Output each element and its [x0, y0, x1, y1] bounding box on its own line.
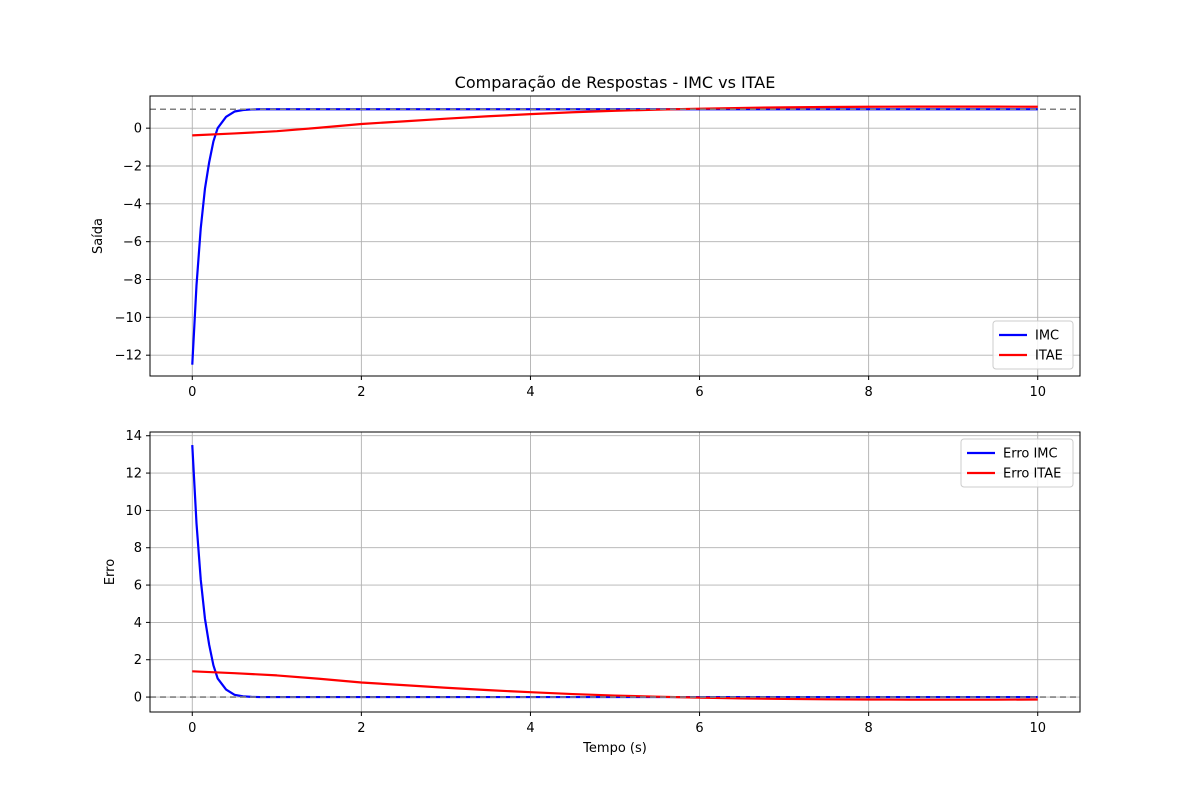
- bottom-y-axis-label: Erro: [103, 559, 118, 585]
- top-series-line-1: [192, 105, 1038, 137]
- top-x-tick-label: 8: [864, 385, 872, 400]
- bottom-y-tick-label: 10: [125, 504, 142, 519]
- top-y-tick-label: −4: [123, 197, 142, 212]
- top-x-tick-label: 0: [188, 385, 196, 400]
- bottom-x-tick-label: 10: [1029, 721, 1046, 736]
- top-legend: IMC ITAE: [992, 320, 1074, 370]
- top-y-tick-label: −8: [123, 273, 142, 288]
- top-y-tick-label: −2: [123, 160, 142, 175]
- bottom-x-tick-label: 2: [357, 721, 365, 736]
- top-axes-frame: [149, 95, 1081, 377]
- top-x-tick-label: 6: [695, 385, 703, 400]
- bottom-legend: Erro IMC Erro ITAE: [960, 438, 1074, 488]
- top-legend-label-0: IMC: [1035, 329, 1059, 344]
- bottom-y-tick-label: 4: [134, 616, 142, 631]
- top-y-axis-label: Saída: [91, 218, 106, 254]
- top-y-tick-label: −10: [115, 311, 142, 326]
- bottom-subplot: 0 2 4 6 8 10 0 2 4 6 8 10 12 14 Erro IMC Erro ITAE: [125, 429, 1081, 736]
- bottom-x-tick-label: 4: [526, 721, 534, 736]
- bottom-legend-label-0: Erro IMC: [1003, 447, 1058, 462]
- bottom-y-tick-label: 2: [134, 653, 142, 668]
- top-legend-label-1: ITAE: [1035, 349, 1063, 364]
- top-x-tick-label: 4: [526, 385, 534, 400]
- bottom-x-tick-label: 6: [695, 721, 703, 736]
- bottom-series-line-1: [192, 670, 1038, 701]
- bottom-y-tick-label: 14: [125, 429, 142, 444]
- bottom-y-tick-label: 12: [125, 467, 142, 482]
- bottom-legend-label-1: Erro ITAE: [1003, 467, 1061, 482]
- bottom-x-tick-label: 0: [188, 721, 196, 736]
- top-y-tick-label: −12: [115, 349, 142, 364]
- bottom-axes-frame: [149, 431, 1081, 713]
- chart-title: Comparação de Respostas - IMC vs ITAE: [455, 73, 776, 92]
- x-axis-label: Tempo (s): [582, 741, 647, 756]
- bottom-y-tick-label: 0: [134, 691, 142, 706]
- bottom-y-tick-label: 6: [134, 579, 142, 594]
- bottom-legend-box: [960, 438, 1074, 488]
- top-legend-box: [992, 320, 1074, 370]
- bottom-x-tick-label: 8: [864, 721, 872, 736]
- top-y-tick-label: −6: [123, 235, 142, 250]
- top-x-tick-label: 10: [1029, 385, 1046, 400]
- bottom-y-tick-label: 8: [134, 541, 142, 556]
- top-y-tick-label: 0: [134, 122, 142, 137]
- top-x-tick-label: 2: [357, 385, 365, 400]
- top-subplot: 0 2 4 6 8 10 −12 −10 −8 −6 −4 −2 0 IMC ITAE: [115, 95, 1081, 400]
